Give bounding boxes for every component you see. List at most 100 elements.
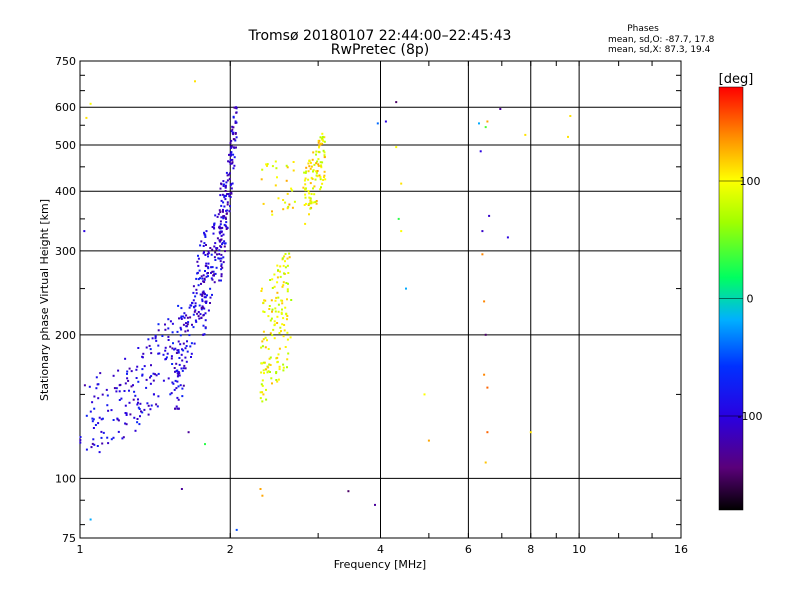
data-point [232, 115, 235, 118]
data-point [271, 165, 274, 168]
data-point [305, 166, 308, 169]
data-point [101, 442, 104, 445]
data-point [229, 142, 232, 145]
data-point [211, 248, 214, 251]
data-point [263, 299, 266, 302]
data-point [271, 213, 274, 216]
data-point [305, 202, 307, 205]
data-point [79, 439, 82, 441]
data-point [96, 445, 99, 447]
data-point [287, 282, 289, 285]
data-point [179, 326, 182, 329]
data-point [204, 234, 207, 237]
data-point [271, 308, 274, 311]
data-point [569, 115, 572, 117]
data-point [227, 193, 230, 195]
data-point [194, 80, 196, 83]
data-point [185, 322, 187, 325]
data-point [277, 303, 280, 306]
data-point [92, 438, 95, 441]
data-point [225, 194, 227, 197]
data-point [271, 210, 273, 213]
data-point [185, 360, 188, 363]
data-point [310, 200, 313, 203]
data-point [154, 373, 156, 376]
data-point [136, 418, 139, 420]
data-point [267, 315, 270, 318]
data-point [312, 201, 315, 204]
data-point [291, 189, 294, 192]
data-point [303, 204, 306, 206]
data-point [261, 391, 264, 394]
data-point [481, 230, 484, 233]
data-point [203, 278, 206, 281]
data-point [112, 419, 115, 421]
data-point [276, 276, 279, 279]
data-point [189, 316, 192, 319]
data-point [222, 208, 224, 211]
phases-o-stats: mean, sd,O: -87.7, 17.8 [608, 35, 715, 45]
data-point [567, 135, 569, 138]
data-point [190, 356, 192, 358]
data-point [270, 299, 273, 302]
data-point [317, 163, 320, 166]
data-point [201, 300, 204, 303]
data-point [308, 213, 310, 216]
data-point [261, 379, 264, 382]
data-point [226, 201, 229, 204]
data-point [93, 395, 96, 398]
data-point [149, 408, 152, 411]
data-point [285, 179, 288, 182]
data-point [222, 261, 225, 264]
data-point [197, 278, 200, 281]
data-point [194, 319, 197, 322]
data-point [190, 342, 193, 345]
data-point [203, 307, 206, 310]
data-point [303, 171, 306, 174]
data-point [319, 176, 322, 179]
data-point [197, 311, 200, 313]
data-point [141, 411, 144, 414]
data-point [186, 316, 189, 319]
x-tick-label: 6 [465, 543, 472, 556]
data-point [223, 245, 226, 248]
data-point [271, 278, 274, 281]
data-point [281, 257, 284, 260]
data-point [219, 223, 222, 226]
data-point [172, 342, 174, 345]
data-point [316, 160, 319, 163]
data-point [265, 388, 267, 391]
data-point [187, 321, 190, 324]
data-point [207, 250, 210, 253]
data-point [139, 415, 141, 418]
data-point [184, 347, 187, 350]
data-point [261, 345, 264, 348]
data-point [196, 272, 199, 275]
data-point [203, 233, 206, 236]
data-point [107, 442, 110, 445]
data-point [309, 167, 312, 170]
data-point [226, 179, 229, 182]
data-point [147, 338, 150, 341]
data-point [277, 296, 280, 299]
data-point [311, 158, 314, 161]
data-point [145, 346, 148, 349]
data-point [269, 364, 272, 366]
data-point [166, 352, 169, 355]
data-point [89, 518, 92, 521]
data-point [286, 207, 289, 210]
data-point [94, 424, 97, 426]
data-point [231, 128, 234, 131]
data-point [271, 287, 274, 289]
data-point [279, 326, 282, 329]
data-point [194, 309, 197, 312]
data-point [203, 277, 206, 280]
data-point [193, 342, 196, 345]
data-point [194, 295, 197, 298]
data-point [194, 302, 197, 305]
data-point [171, 347, 174, 350]
data-point [220, 199, 223, 202]
data-point [278, 365, 281, 368]
data-point [194, 304, 197, 307]
data-point [162, 379, 165, 382]
